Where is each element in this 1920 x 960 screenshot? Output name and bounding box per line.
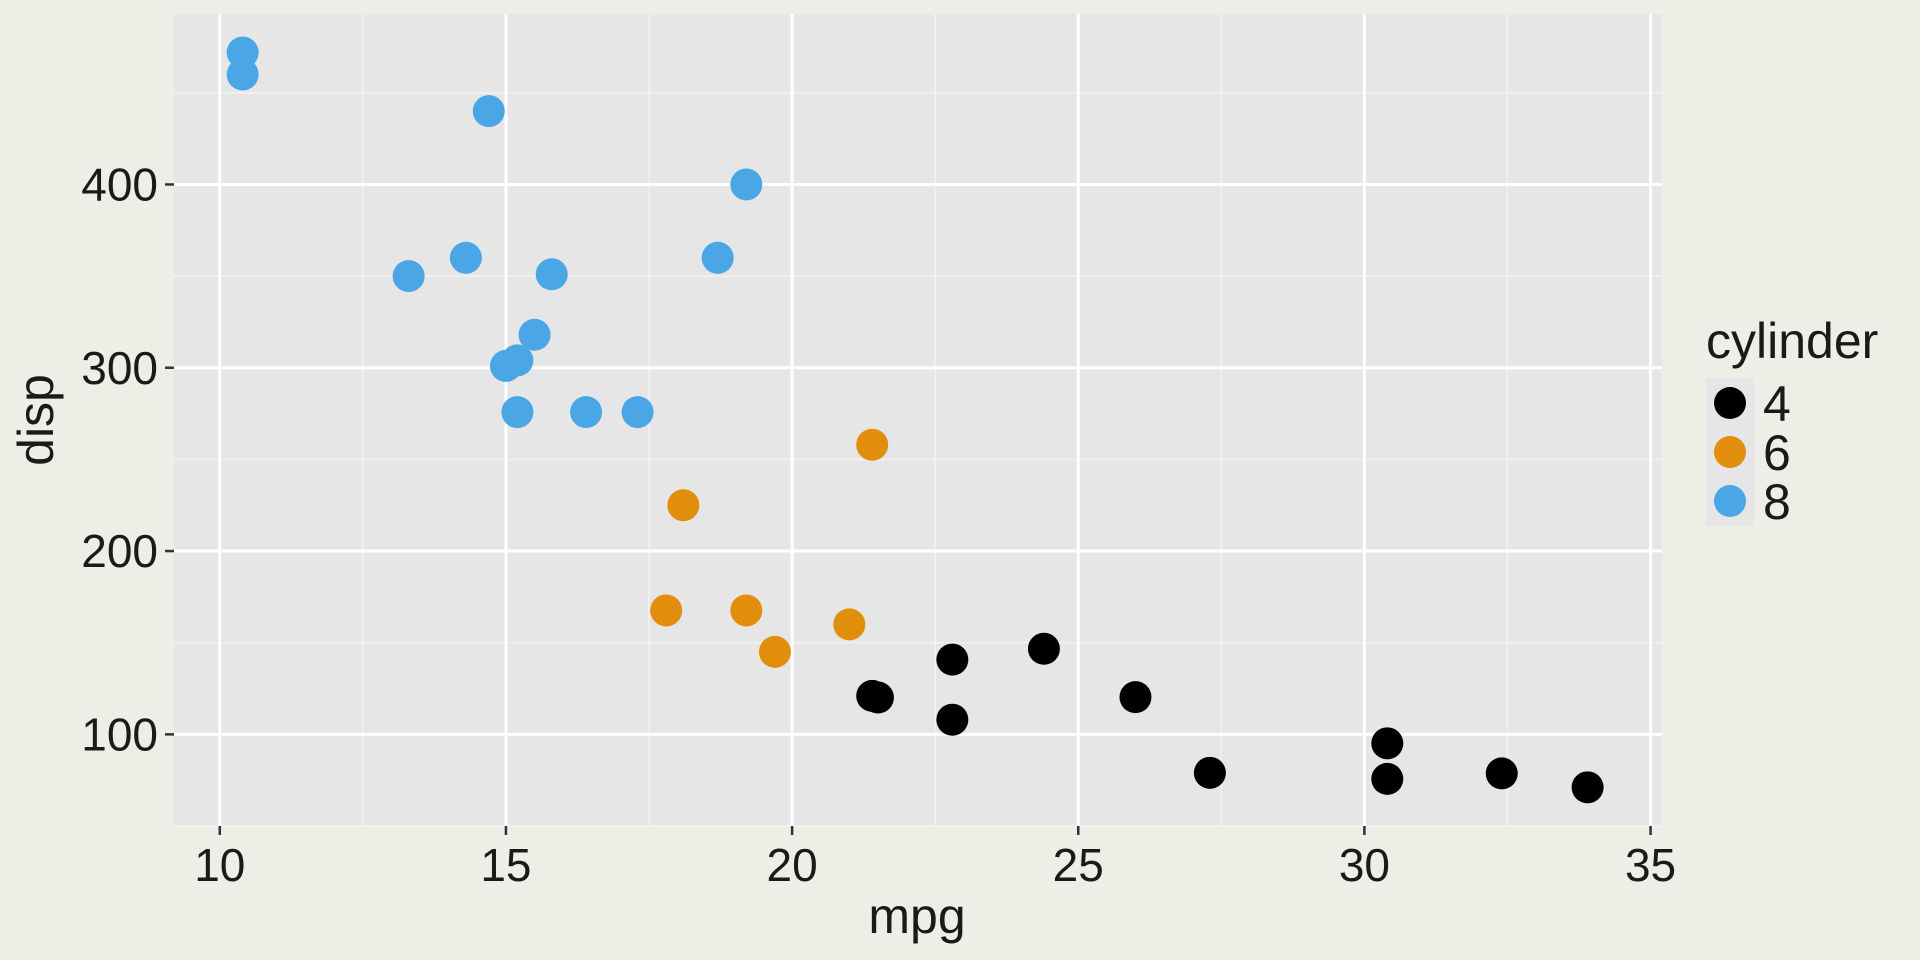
data-point-cyl-6: [833, 608, 866, 641]
data-point-cyl-4: [936, 643, 969, 676]
data-point-cyl-8: [701, 241, 734, 274]
y-tick-label: 200: [81, 525, 158, 577]
x-tick-labels: 10 15 20 25 30 35: [194, 839, 1676, 891]
data-point-cyl-4: [1371, 762, 1404, 795]
minor-gridlines: [174, 14, 1662, 827]
data-point-cyl-8: [449, 241, 482, 274]
x-tick-label: 25: [1053, 839, 1104, 891]
legend: cylinder 468: [1706, 313, 1878, 530]
legend-key-4: [1714, 387, 1746, 419]
data-point-cyl-8: [570, 396, 603, 429]
data-point-cyl-8: [226, 58, 259, 91]
data-point-cyl-6: [758, 635, 791, 668]
data-point-cyl-4: [1193, 756, 1226, 789]
x-tick-label: 10: [194, 839, 245, 891]
data-point-cyl-6: [730, 594, 763, 627]
x-tick-label: 20: [767, 839, 818, 891]
data-points: [226, 36, 1604, 804]
data-point-cyl-8: [472, 95, 505, 128]
plot-panel: [174, 14, 1662, 826]
data-point-cyl-4: [936, 703, 969, 736]
legend-key-6: [1714, 436, 1746, 468]
legend-label-8: 8: [1763, 474, 1791, 530]
data-point-cyl-8: [226, 36, 259, 69]
data-point-cyl-4: [1371, 727, 1404, 760]
data-point-cyl-6: [856, 428, 889, 461]
data-point-cyl-4: [1027, 632, 1060, 665]
data-point-cyl-6: [667, 489, 700, 522]
data-point-cyl-8: [730, 168, 763, 201]
data-point-cyl-8: [489, 349, 522, 382]
data-point-cyl-8: [621, 396, 654, 429]
data-point-cyl-6: [650, 594, 683, 627]
x-tick-label: 35: [1625, 839, 1676, 891]
data-point-cyl-4: [856, 679, 889, 712]
legend-key-8: [1714, 485, 1746, 517]
legend-label-4: 4: [1763, 376, 1791, 432]
x-axis-title: mpg: [868, 888, 965, 944]
major-gridlines: [174, 14, 1662, 826]
axis-ticks: [165, 183, 1652, 835]
data-point-cyl-8: [518, 318, 551, 351]
y-tick-label: 300: [81, 342, 158, 394]
y-tick-label: 100: [81, 708, 158, 760]
legend-label-6: 6: [1763, 425, 1791, 481]
data-point-cyl-8: [392, 260, 425, 293]
y-tick-label: 400: [81, 158, 158, 210]
data-point-cyl-4: [1119, 681, 1152, 714]
data-point-cyl-8: [535, 258, 568, 291]
x-tick-label: 15: [480, 839, 531, 891]
x-tick-label: 30: [1339, 839, 1390, 891]
y-tick-labels: 100 200 300 400: [81, 158, 158, 760]
y-axis-title: disp: [8, 374, 64, 466]
data-point-cyl-8: [501, 396, 534, 429]
data-point-cyl-4: [1571, 771, 1604, 804]
data-point-cyl-4: [1485, 757, 1518, 790]
legend-title: cylinder: [1706, 313, 1878, 369]
